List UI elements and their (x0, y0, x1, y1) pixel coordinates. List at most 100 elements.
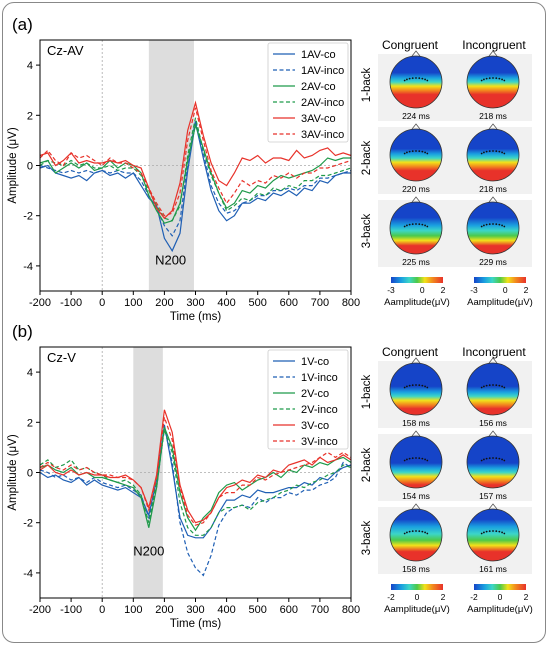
topomap-latency: 158 ms (402, 418, 430, 428)
electrode-dot (501, 385, 503, 388)
y-axis-label: Amplitude (μV) (7, 127, 19, 203)
x-tick-label: 600 (280, 604, 298, 616)
electrode-dot (415, 457, 417, 459)
electrode-dot (403, 225, 406, 228)
electrode-dot (411, 223, 414, 226)
electrode-dot (495, 150, 498, 153)
electrode-dot (480, 225, 483, 228)
electrode-dot (415, 384, 417, 386)
n200-annotation: N200 (155, 253, 186, 268)
electrode-dot (495, 384, 498, 387)
colorbar-tick-label: 0 (498, 592, 503, 602)
topomap-nose (488, 123, 498, 130)
topomap-nose (488, 430, 498, 437)
electrode-dot (418, 150, 421, 153)
x-tick-label: -200 (29, 297, 51, 309)
x-tick-label: 400 (217, 604, 235, 616)
electrode-dot (498, 530, 501, 533)
panel-label: (b) (12, 322, 33, 341)
electrode-dot (480, 386, 483, 389)
row-label: 3-back (361, 213, 373, 248)
electrode-dot (408, 530, 411, 533)
series-line-2AV-inco (39, 117, 352, 222)
electrode-dot (403, 459, 406, 462)
electrode-dot (421, 77, 424, 80)
topomap-nose (411, 50, 421, 57)
electrode-title: Cz-AV (47, 43, 84, 58)
electrode-dot (426, 225, 429, 228)
electrode-dot (418, 77, 421, 80)
y-tick-label: -4 (23, 568, 33, 580)
electrode-dot (488, 384, 491, 387)
electrode-dot (424, 458, 426, 461)
topomap-latency: 218 ms (479, 184, 507, 194)
series-line-3V-co (39, 409, 352, 524)
colorbar (391, 584, 443, 590)
electrode-dot (480, 459, 483, 462)
y-axis-label: Amplitude (μV) (7, 434, 19, 510)
electrode-dot (408, 77, 411, 80)
colorbar (474, 584, 526, 590)
x-tick-label: 400 (217, 297, 235, 309)
electrode-dot (480, 152, 483, 155)
series-line-2V-inco (39, 429, 352, 536)
legend-label: 2V-inco (301, 404, 338, 416)
electrode-dot (501, 151, 503, 154)
x-tick-label: 800 (342, 297, 360, 309)
electrode-dot (503, 532, 506, 535)
colorbar-tick-label: 0 (420, 285, 425, 295)
topo-header-congruent: Congruent (382, 345, 439, 359)
electrode-dot (424, 151, 426, 154)
series-line-2V-co (39, 427, 352, 532)
colorbar (391, 277, 443, 283)
colorbar-tick-label: 2 (441, 285, 446, 295)
electrode-dot (498, 384, 501, 387)
electrode-dot (426, 152, 429, 155)
legend-label: 3V-co (301, 420, 329, 432)
electrode-dot (421, 384, 424, 387)
electrode-dot (408, 384, 411, 387)
electrode-dot (403, 152, 406, 155)
colorbar-tick-label: -3 (387, 285, 395, 295)
colorbar-tick-label: 2 (524, 285, 529, 295)
electrode-dot (501, 458, 503, 461)
topomap-head (389, 201, 443, 255)
topo-header-congruent: Congruent (382, 38, 439, 52)
topomap-nose (411, 430, 421, 437)
electrode-dot (501, 224, 503, 227)
topomap-head (466, 508, 520, 562)
colorbar-tick-label: 0 (415, 592, 420, 602)
electrode-dot (418, 384, 421, 387)
y-tick-label: 4 (27, 367, 33, 379)
electrode-dot (503, 459, 506, 462)
electrode-dot (492, 457, 494, 459)
topomap-latency: 224 ms (402, 111, 430, 121)
electrode-dot (483, 458, 485, 461)
topomap-nose (488, 196, 498, 203)
x-tick-label: 200 (155, 604, 173, 616)
x-tick-label: 300 (186, 604, 204, 616)
topomap-latency: 158 ms (402, 564, 430, 574)
electrode-dot (492, 530, 494, 532)
electrode-dot (501, 531, 503, 534)
y-tick-label: 0 (27, 161, 33, 173)
electrode-dot (495, 77, 498, 80)
electrode-dot (408, 150, 411, 153)
electrode-dot (424, 224, 426, 227)
topomap-nose (488, 50, 498, 57)
electrode-dot (424, 531, 426, 534)
topomap-head (389, 435, 443, 489)
panel-a: (a)-200 -100 0 100 200 300 400 500 600 700 800-4-2… (7, 15, 533, 323)
x-tick-label: 700 (311, 297, 329, 309)
electrode-dot (406, 78, 408, 81)
electrode-dot (406, 531, 408, 534)
electrode-dot (406, 458, 408, 461)
legend-label: 1AV-inco (301, 65, 344, 77)
topomap-head (389, 55, 443, 109)
topomap-head (466, 128, 520, 182)
legend-label: 1V-inco (301, 372, 338, 384)
topomap-head (466, 435, 520, 489)
electrode-dot (406, 151, 408, 154)
topomap-nose (411, 503, 421, 510)
x-tick-label: 100 (124, 297, 142, 309)
